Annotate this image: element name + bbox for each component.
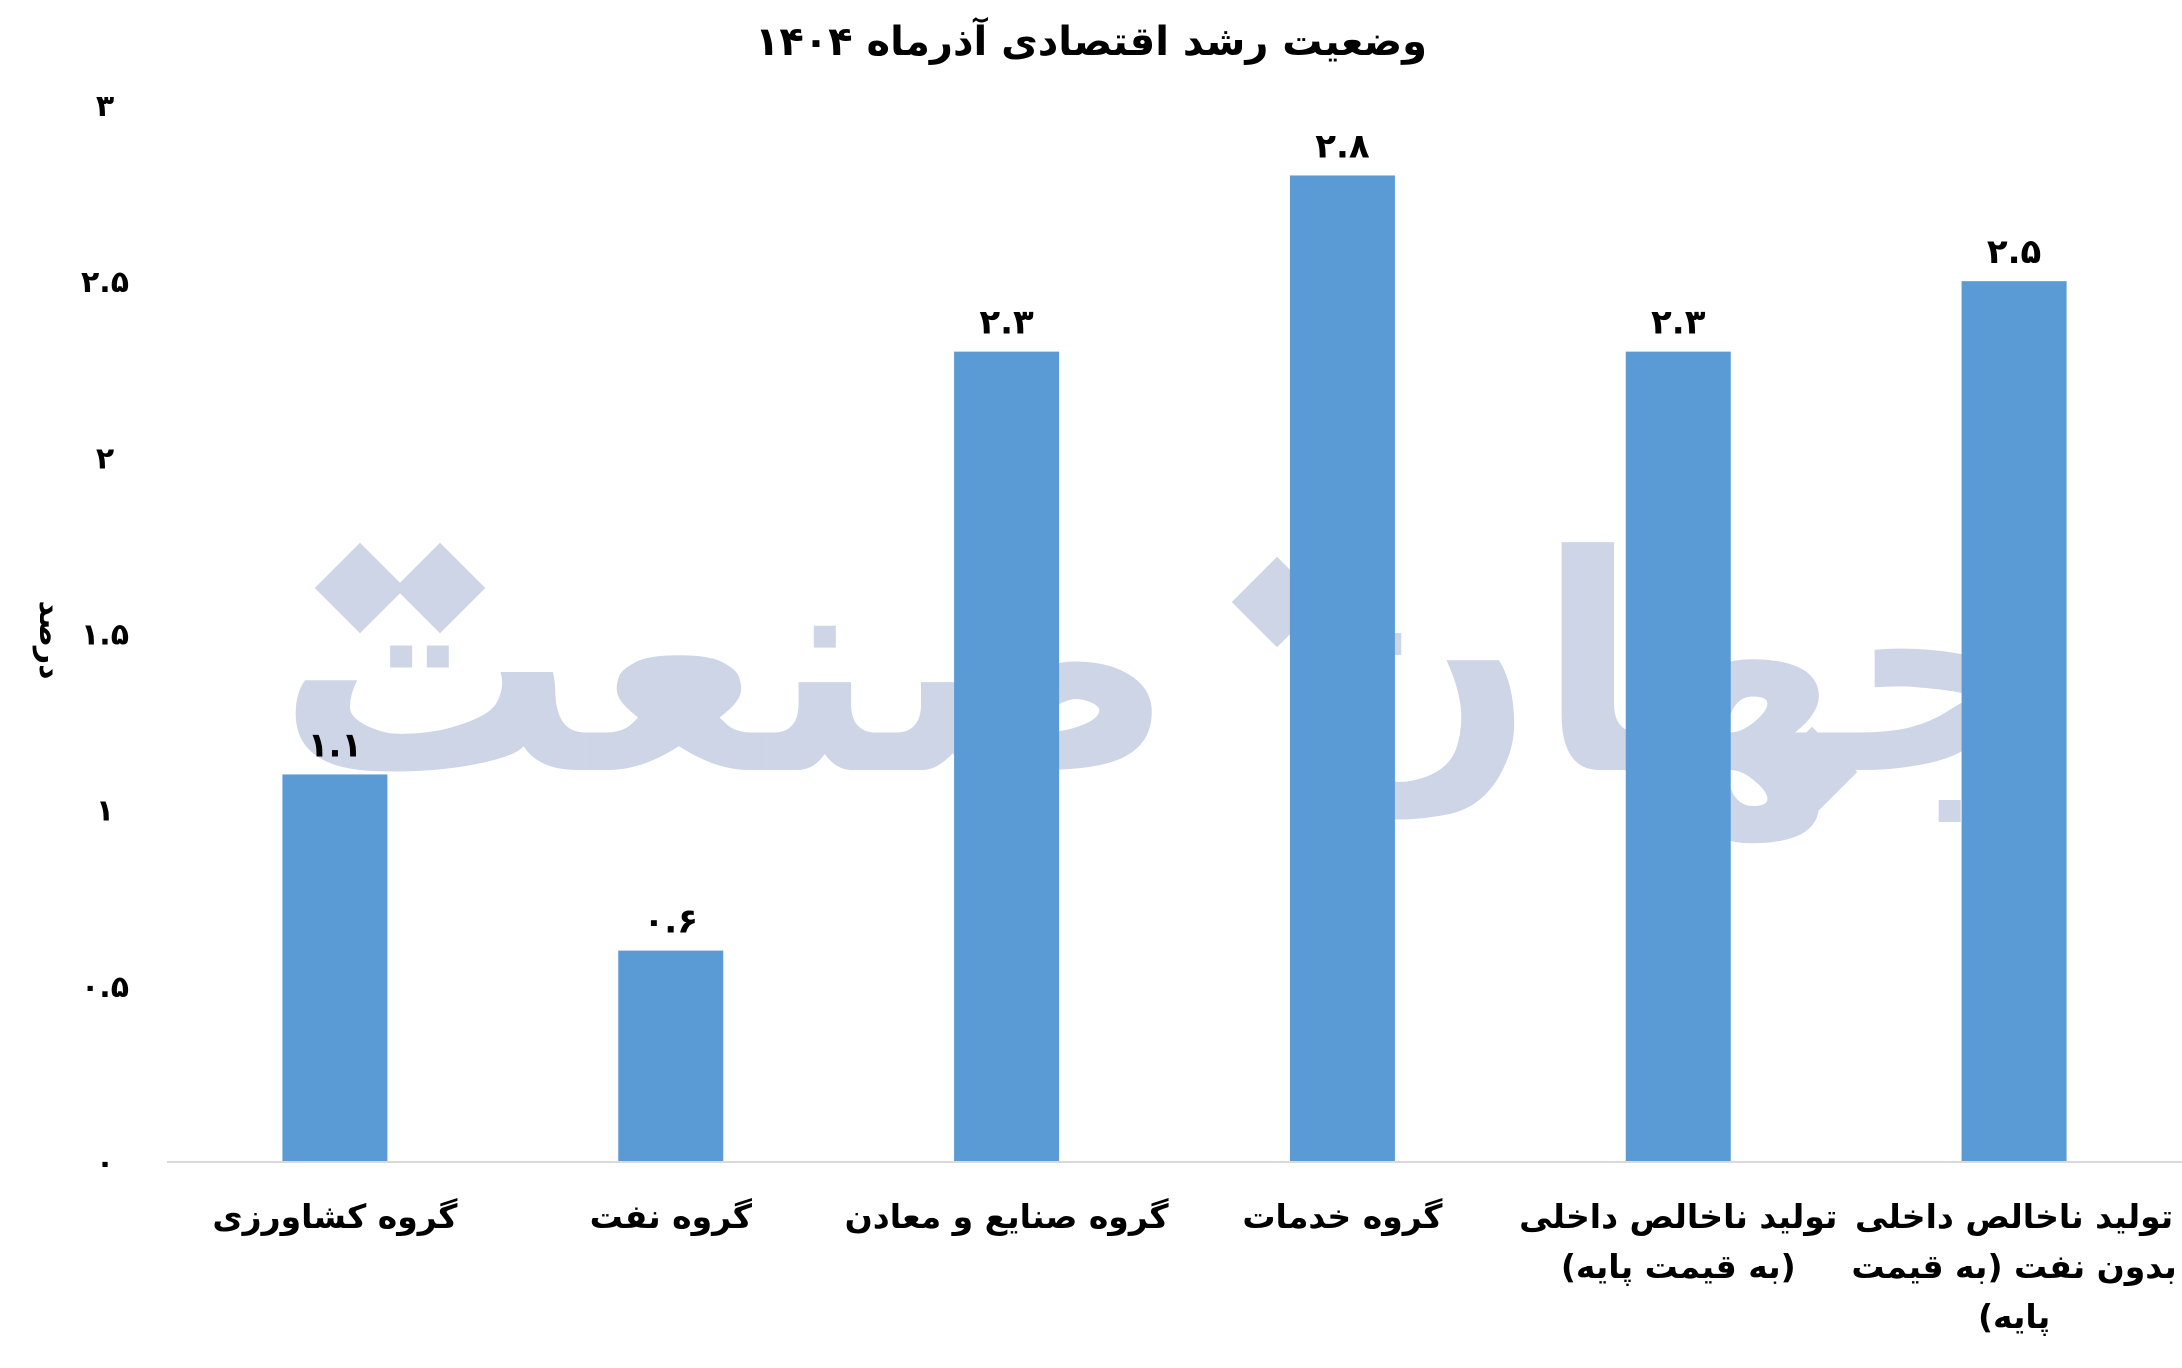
y-axis-ticks: ۰ ۰.۵ ۱ ۱.۵ ۲ ۲.۵ ۳ xyxy=(81,89,129,1181)
x-tick-label: (به قیمت پایه) xyxy=(1561,1247,1796,1286)
y-tick-label: ۲ xyxy=(96,441,114,476)
bar xyxy=(1289,175,1395,1162)
x-tick-label: گروه نفت xyxy=(590,1197,753,1237)
x-tick-label: تولید ناخالص داخلی xyxy=(1855,1197,2173,1237)
y-tick-label: ۰.۵ xyxy=(81,970,129,1005)
data-label: ۱.۱ xyxy=(308,725,362,765)
y-tick-label: ۱.۵ xyxy=(81,618,129,653)
bars xyxy=(282,175,2067,1163)
x-tick-label: گروه خدمات xyxy=(1242,1197,1443,1237)
bar xyxy=(618,950,724,1162)
x-tick-label: گروه کشاورزی xyxy=(212,1197,458,1237)
data-label: ۲.۵ xyxy=(1987,232,2041,272)
data-label: ۲.۳ xyxy=(1651,303,1706,343)
data-labels: ۱.۱ ۰.۶ ۲.۳ ۲.۸ ۲.۳ ۲.۵ xyxy=(308,126,2042,941)
watermark-text: جهان صنعت xyxy=(277,492,2064,845)
x-tick-label: تولید ناخالص داخلی xyxy=(1519,1197,1837,1237)
data-label: ۰.۶ xyxy=(644,902,698,942)
bar xyxy=(1625,351,1731,1163)
y-tick-label: ۲.۵ xyxy=(81,265,129,300)
x-tick-label: بدون نفت (به قیمت xyxy=(1851,1247,2176,1287)
y-tick-label: ۱ xyxy=(96,794,114,829)
y-tick-label: ۰ xyxy=(96,1146,114,1181)
watermark-dot xyxy=(314,542,406,634)
bar xyxy=(1961,281,2067,1163)
x-tick-label: پایه) xyxy=(1978,1297,2050,1336)
y-tick-label: ۳ xyxy=(96,89,114,124)
bar xyxy=(282,774,388,1162)
x-tick-label: گروه صنایع و معادن xyxy=(845,1197,1170,1237)
y-axis-label: درصد xyxy=(32,601,67,680)
watermark-logo: جهان صنعت xyxy=(277,492,2064,845)
data-label: ۲.۸ xyxy=(1315,126,1370,166)
chart-title: وضعیت رشد اقتصادی آذرماه ۱۴۰۴ xyxy=(755,16,1427,65)
x-axis-ticks: گروه کشاورزی گروه نفت گروه صنایع و معادن گر… xyxy=(212,1197,2176,1336)
data-label: ۲.۳ xyxy=(979,303,1034,343)
watermark-dot xyxy=(394,542,486,634)
bar xyxy=(954,351,1060,1163)
